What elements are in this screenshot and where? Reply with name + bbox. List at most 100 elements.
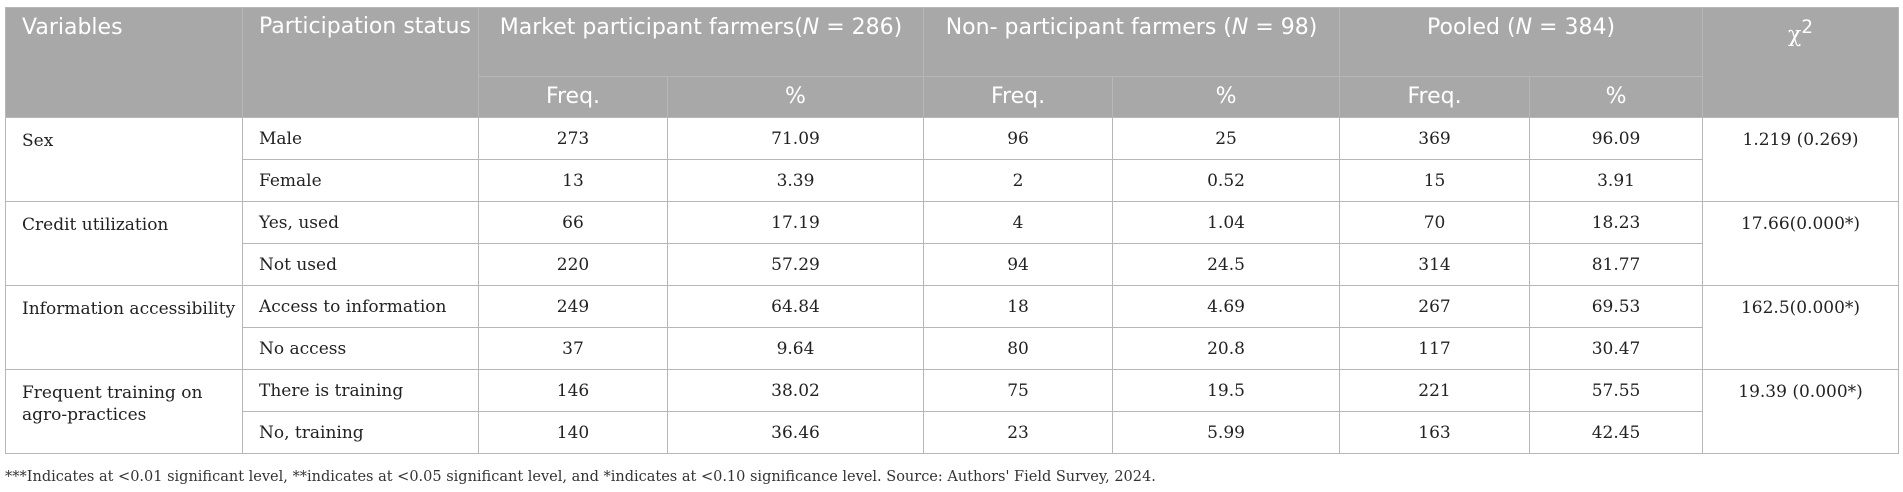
- pl-pct-cell: 69.53: [1529, 285, 1704, 328]
- pl-pct-cell: 42.45: [1529, 411, 1704, 454]
- mp-pct-cell: 17.19: [666, 201, 925, 244]
- status-cell: Not used: [242, 243, 479, 286]
- np-pct-cell: 19.5: [1112, 369, 1341, 412]
- np-freq-cell: 18: [923, 285, 1114, 328]
- pl-pct-cell: 30.47: [1529, 327, 1704, 370]
- header-non-participant-prefix: Non- participant farmers (: [945, 15, 1232, 40]
- table-footnote: ***Indicates at <0.01 significant level,…: [5, 469, 1156, 485]
- participation-table: Variables Participation status Market pa…: [5, 7, 1900, 454]
- header-pooled: Pooled (N = 384): [1339, 7, 1704, 77]
- table-row: No, training 140 36.46 23 5.99 163 42.45: [6, 411, 1899, 454]
- table-row: Not used 220 57.29 94 24.5 314 81.77: [6, 243, 1899, 286]
- table-row: Female 13 3.39 2 0.52 15 3.91: [6, 159, 1899, 202]
- header-np-pct: %: [1112, 76, 1341, 118]
- table-row: Sex Male 273 71.09 96 25 369 96.09 1.219…: [5, 117, 1900, 202]
- np-freq-cell: 23: [923, 411, 1114, 454]
- np-pct-cell: 5.99: [1112, 411, 1341, 454]
- table-row: Frequent training on agro-practices Ther…: [5, 369, 1900, 454]
- variable-cell: Credit utilization: [5, 201, 243, 286]
- mp-pct-cell: 64.84: [666, 285, 925, 328]
- pl-pct-cell: 57.55: [1529, 369, 1704, 412]
- header-np-freq: Freq.: [923, 76, 1114, 118]
- header-market-participant-n: N: [802, 15, 820, 40]
- header-mp-pct: %: [666, 76, 925, 118]
- chi-power: 2: [1801, 17, 1814, 38]
- header-non-participant: Non- participant farmers (N = 98): [923, 7, 1341, 77]
- mp-freq-cell: 220: [478, 243, 668, 286]
- pl-freq-cell: 15: [1339, 159, 1531, 202]
- pl-freq-cell: 369: [1339, 117, 1531, 160]
- np-pct-cell: 0.52: [1112, 159, 1341, 202]
- np-freq-cell: 75: [923, 369, 1114, 412]
- table-row: Information accessibility Access to info…: [5, 285, 1900, 370]
- header-pl-pct: %: [1529, 76, 1704, 118]
- table-row: Credit utilization Yes, used 66 17.19 4 …: [5, 201, 1900, 286]
- mp-freq-cell: 66: [478, 201, 668, 244]
- mp-freq-cell: 146: [478, 369, 668, 412]
- status-cell: Male: [242, 117, 479, 160]
- np-pct-cell: 24.5: [1112, 243, 1341, 286]
- chi-cell: 1.219 (0.269): [1702, 117, 1900, 202]
- mp-freq-cell: 249: [478, 285, 668, 328]
- status-cell: There is training: [242, 369, 479, 412]
- mp-pct-cell: 57.29: [666, 243, 925, 286]
- header-pooled-suffix: = 384): [1532, 15, 1616, 40]
- header-pooled-prefix: Pooled (: [1427, 15, 1516, 40]
- header-mp-freq: Freq.: [478, 76, 668, 118]
- status-cell: Access to information: [242, 285, 479, 328]
- header-market-participant: Market participant farmers(N = 286): [477, 7, 925, 77]
- mp-freq-cell: 273: [478, 117, 668, 160]
- header-pl-freq: Freq.: [1339, 76, 1531, 118]
- header-non-participant-suffix: = 98): [1248, 15, 1318, 40]
- header-market-participant-suffix: = 286): [819, 15, 903, 40]
- chi-cell: 17.66(0.000*): [1702, 201, 1900, 286]
- header-market-participant-prefix: Market participant farmers(: [499, 15, 803, 40]
- pl-pct-cell: 81.77: [1529, 243, 1704, 286]
- status-cell: No access: [242, 327, 479, 370]
- chi-cell: 19.39 (0.000*): [1702, 369, 1900, 454]
- mp-pct-cell: 36.46: [666, 411, 925, 454]
- pl-freq-cell: 117: [1339, 327, 1531, 370]
- pl-pct-cell: 18.23: [1529, 201, 1704, 244]
- np-pct-cell: 20.8: [1112, 327, 1341, 370]
- np-freq-cell: 2: [923, 159, 1114, 202]
- header-row-main: Variables Participation status Market pa…: [5, 7, 1900, 118]
- np-pct-cell: 1.04: [1112, 201, 1341, 244]
- pl-pct-cell: 3.91: [1529, 159, 1704, 202]
- mp-freq-cell: 13: [478, 159, 668, 202]
- pl-freq-cell: 314: [1339, 243, 1531, 286]
- mp-pct-cell: 71.09: [666, 117, 925, 160]
- chi-cell: 162.5(0.000*): [1702, 285, 1900, 370]
- np-pct-cell: 4.69: [1112, 285, 1341, 328]
- status-cell: Yes, used: [242, 201, 479, 244]
- header-chi-square: χ2: [1702, 7, 1900, 118]
- header-participation-status: Participation status: [242, 7, 479, 118]
- np-freq-cell: 4: [923, 201, 1114, 244]
- header-row-sub: Freq. % Freq. % Freq. %: [6, 76, 1899, 118]
- mp-pct-cell: 9.64: [666, 327, 925, 370]
- pl-freq-cell: 221: [1339, 369, 1531, 412]
- mp-freq-cell: 37: [478, 327, 668, 370]
- header-pooled-n: N: [1515, 15, 1533, 40]
- data-table-container: Variables Participation status Market pa…: [5, 7, 1900, 454]
- header-variables: Variables: [5, 7, 243, 118]
- pl-freq-cell: 70: [1339, 201, 1531, 244]
- variable-cell: Frequent training on agro-practices: [5, 369, 243, 454]
- header-non-participant-n: N: [1231, 15, 1249, 40]
- np-freq-cell: 94: [923, 243, 1114, 286]
- np-freq-cell: 96: [923, 117, 1114, 160]
- variable-cell: Information accessibility: [5, 285, 243, 370]
- mp-pct-cell: 38.02: [666, 369, 925, 412]
- mp-pct-cell: 3.39: [666, 159, 925, 202]
- np-pct-cell: 25: [1112, 117, 1341, 160]
- status-cell: No, training: [242, 411, 479, 454]
- mp-freq-cell: 140: [478, 411, 668, 454]
- chi-symbol: χ: [1788, 22, 1802, 48]
- status-cell: Female: [242, 159, 479, 202]
- np-freq-cell: 80: [923, 327, 1114, 370]
- table-row: No access 37 9.64 80 20.8 117 30.47: [6, 327, 1899, 370]
- pl-pct-cell: 96.09: [1529, 117, 1704, 160]
- pl-freq-cell: 163: [1339, 411, 1531, 454]
- pl-freq-cell: 267: [1339, 285, 1531, 328]
- variable-cell: Sex: [5, 117, 243, 202]
